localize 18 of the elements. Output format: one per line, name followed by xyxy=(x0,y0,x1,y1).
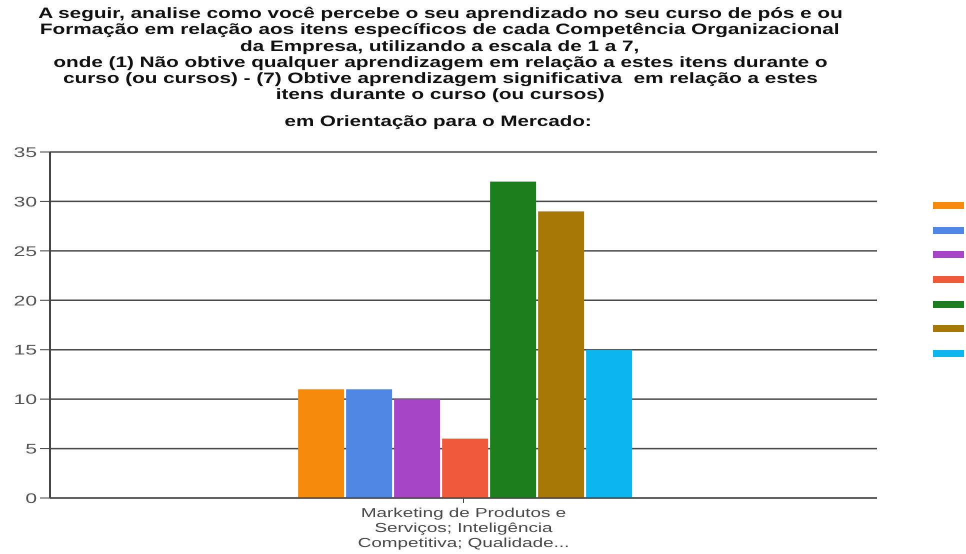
bar xyxy=(442,438,488,498)
y-tick-label: 30 xyxy=(14,194,38,210)
y-tick-label: 5 xyxy=(25,441,38,457)
y-tick-label: 25 xyxy=(14,243,38,259)
y-tick-label: 0 xyxy=(25,490,38,506)
y-tick-label: 20 xyxy=(14,292,38,308)
bar xyxy=(298,389,344,498)
bar xyxy=(346,389,392,498)
y-tick-label: 15 xyxy=(14,342,38,358)
bar xyxy=(586,350,632,498)
bar xyxy=(394,399,440,498)
chart-subtitle: em Orientação para o Mercado: xyxy=(284,113,592,130)
y-tick-label: 35 xyxy=(14,144,38,160)
bar xyxy=(490,182,536,498)
chart-title: A seguir, analise como você percebe o seu aprendizado no seu curso de pós e ou Formação em relação aos itens específicos de cada Competência Organizacional da Empresa, utilizando a escala de 1 a 7, onde (1) Não obtive qualquer aprendizagem em relação a estes itens durante o curso (ou cursos) - (7) Obtive aprendizagem significativa em relação a estes itens durante o curso (ou cursos) xyxy=(38,5,842,104)
y-tick-label: 10 xyxy=(14,392,38,408)
bar xyxy=(538,211,584,498)
x-tick-label: Marketing de Produtos e Serviços; Inteligência Competitiva; Qualidade... xyxy=(358,506,570,550)
